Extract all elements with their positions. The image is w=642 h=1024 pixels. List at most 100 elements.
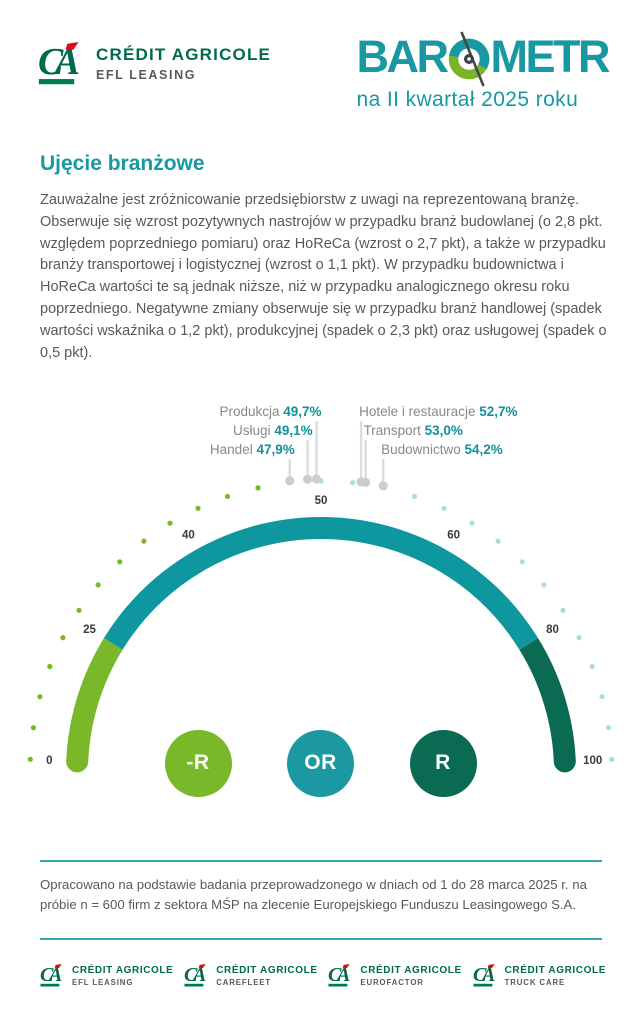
tick-dot xyxy=(589,663,595,670)
brand-text: CRÉDIT AGRICOLE EFL LEASING xyxy=(96,42,271,82)
gauge-label: Usługi 49,1% xyxy=(233,424,313,438)
tick-dot xyxy=(469,520,475,526)
partner-name: CRÉDIT AGRICOLE xyxy=(504,965,606,976)
divider-bottom xyxy=(40,938,602,940)
partner-logo-efl-leasing: CA CRÉDIT AGRICOLE EFL LEASING xyxy=(40,964,173,987)
ca-monogram-icon: CA xyxy=(473,964,500,987)
divider-top xyxy=(40,860,602,862)
credit-agricole-logo: CA CRÉDIT AGRICOLE EFL LEASING xyxy=(38,41,271,86)
gauge-label-name: Hotele i restauracje xyxy=(359,404,480,419)
partner-logo-truck-care: CA CRÉDIT AGRICOLE TRUCK CARE xyxy=(473,964,606,987)
gauge-label-name: Handel xyxy=(209,442,257,457)
ca-monogram-icon: CA xyxy=(40,964,67,987)
marker-dot xyxy=(285,476,295,486)
gauge-svg: 0 25 40 50 60 80 100 xyxy=(27,421,615,773)
gauge-label-value: 54,2% xyxy=(464,442,503,457)
tick-dot xyxy=(495,538,501,544)
barometr-title-right: METR xyxy=(490,31,611,82)
section-heading: Ujęcie branżowe xyxy=(40,152,205,175)
tick-dot xyxy=(350,480,356,486)
partner-subname: EUROFACTOR xyxy=(360,978,424,987)
gauge-chart: 0 25 40 50 60 80 100 Produkcja 49,7% Usługi 49,… xyxy=(0,390,642,830)
tick-dot xyxy=(27,756,33,762)
gauge-label: Hotele i restauracje 52,7% xyxy=(359,405,517,419)
section-paragraph: Zauważalne jest zróżnicowanie przedsiębi… xyxy=(40,192,607,361)
barometr-title: BAR METR xyxy=(356,28,611,87)
gauge-label-value: 52,7% xyxy=(479,404,518,419)
tick-dot xyxy=(30,725,36,731)
marker-dot xyxy=(303,474,313,484)
gauge-label-name: Transport xyxy=(363,423,425,438)
marker-dot xyxy=(311,474,322,484)
tick-dot xyxy=(599,694,605,700)
partner-subname: TRUCK CARE xyxy=(504,978,566,987)
gauge-arc-segment xyxy=(103,517,539,650)
tick-dot xyxy=(37,694,43,700)
tick-dot xyxy=(255,485,261,491)
partner-logo-carefleet: CA CRÉDIT AGRICOLE CAREFLEET xyxy=(184,964,317,987)
gauge-label: Handel 47,9% xyxy=(210,443,295,457)
scale-tick-label: 50 xyxy=(315,495,328,507)
gauge-arc-segment xyxy=(519,638,576,763)
scale-tick-label: 25 xyxy=(83,624,96,636)
gauge-label-name: Produkcja xyxy=(219,404,284,419)
partner-subname: EFL LEASING xyxy=(72,978,134,987)
partner-name: CRÉDIT AGRICOLE xyxy=(72,965,174,976)
gauge-arc-segment xyxy=(66,638,123,763)
gauge-arc-cap xyxy=(553,750,576,773)
legend-circle-r: -R xyxy=(164,729,232,797)
tick-dot xyxy=(560,607,566,613)
legend-circle-or: OR xyxy=(287,729,354,797)
tick-dot xyxy=(141,538,147,544)
barometr-logo: BAR METR na II kwartał 2025 roku xyxy=(356,28,611,112)
tick-dot xyxy=(541,582,547,588)
methodology-note: Opracowano na podstawie badania przeprow… xyxy=(40,877,587,912)
gauge-label: Produkcja 49,7% xyxy=(219,405,321,419)
marker-dot xyxy=(361,477,371,487)
tick-dot xyxy=(167,520,173,526)
partner-name: CRÉDIT AGRICOLE xyxy=(360,965,462,976)
gauge-label-value: 49,1% xyxy=(274,423,313,438)
tick-dot xyxy=(95,582,101,588)
ca-monogram-icon: CA xyxy=(38,41,88,86)
tick-dot xyxy=(609,756,615,762)
gauge-label-name: Usługi xyxy=(233,423,275,438)
tick-dot xyxy=(606,725,612,731)
gauge-label: Transport 53,0% xyxy=(364,424,463,438)
legend-circle-r: R xyxy=(409,729,477,797)
scale-tick-label: 40 xyxy=(182,530,195,542)
gauge-label-value: 49,7% xyxy=(283,404,322,419)
barometr-subtitle: na II kwartał 2025 roku xyxy=(356,88,579,111)
tick-dot xyxy=(76,607,82,613)
ca-monogram-icon: CA xyxy=(328,964,355,987)
scale-tick-label: 60 xyxy=(447,530,460,542)
tick-dot xyxy=(519,559,525,565)
tick-dot xyxy=(441,505,447,511)
ca-monogram-icon: CA xyxy=(184,964,211,987)
partner-name: CRÉDIT AGRICOLE xyxy=(216,965,318,976)
scale-tick-label: 100 xyxy=(583,755,602,767)
gauge-label-value: 47,9% xyxy=(256,442,295,457)
partner-logo-eurofactor: CA CRÉDIT AGRICOLE EUROFACTOR xyxy=(328,964,461,987)
brand-subname: EFL LEASING xyxy=(96,68,197,82)
tick-dot xyxy=(411,493,418,499)
gauge-label-name: Budownictwo xyxy=(381,442,465,457)
barometer-gauge-o-icon xyxy=(448,31,489,87)
partner-logos-row: CA CRÉDIT AGRICOLE EFL LEASING CA CRÉDIT… xyxy=(40,964,606,987)
tick-dot xyxy=(576,635,582,641)
tick-dot xyxy=(195,505,201,511)
tick-dot xyxy=(117,559,123,565)
gauge-label-value: 53,0% xyxy=(424,423,463,438)
gauge-label: Budownictwo 54,2% xyxy=(381,443,503,457)
scale-tick-label: 80 xyxy=(546,624,559,636)
tick-dot xyxy=(47,663,53,670)
barometr-title-left: BAR xyxy=(356,31,450,82)
marker-dot xyxy=(378,481,388,491)
scale-tick-label: 0 xyxy=(46,755,52,767)
tick-dot xyxy=(224,493,231,499)
partner-subname: CAREFLEET xyxy=(216,978,272,987)
gauge-arc-cap xyxy=(66,750,89,773)
tick-dot xyxy=(60,635,66,641)
brand-name: CRÉDIT AGRICOLE xyxy=(96,45,272,64)
